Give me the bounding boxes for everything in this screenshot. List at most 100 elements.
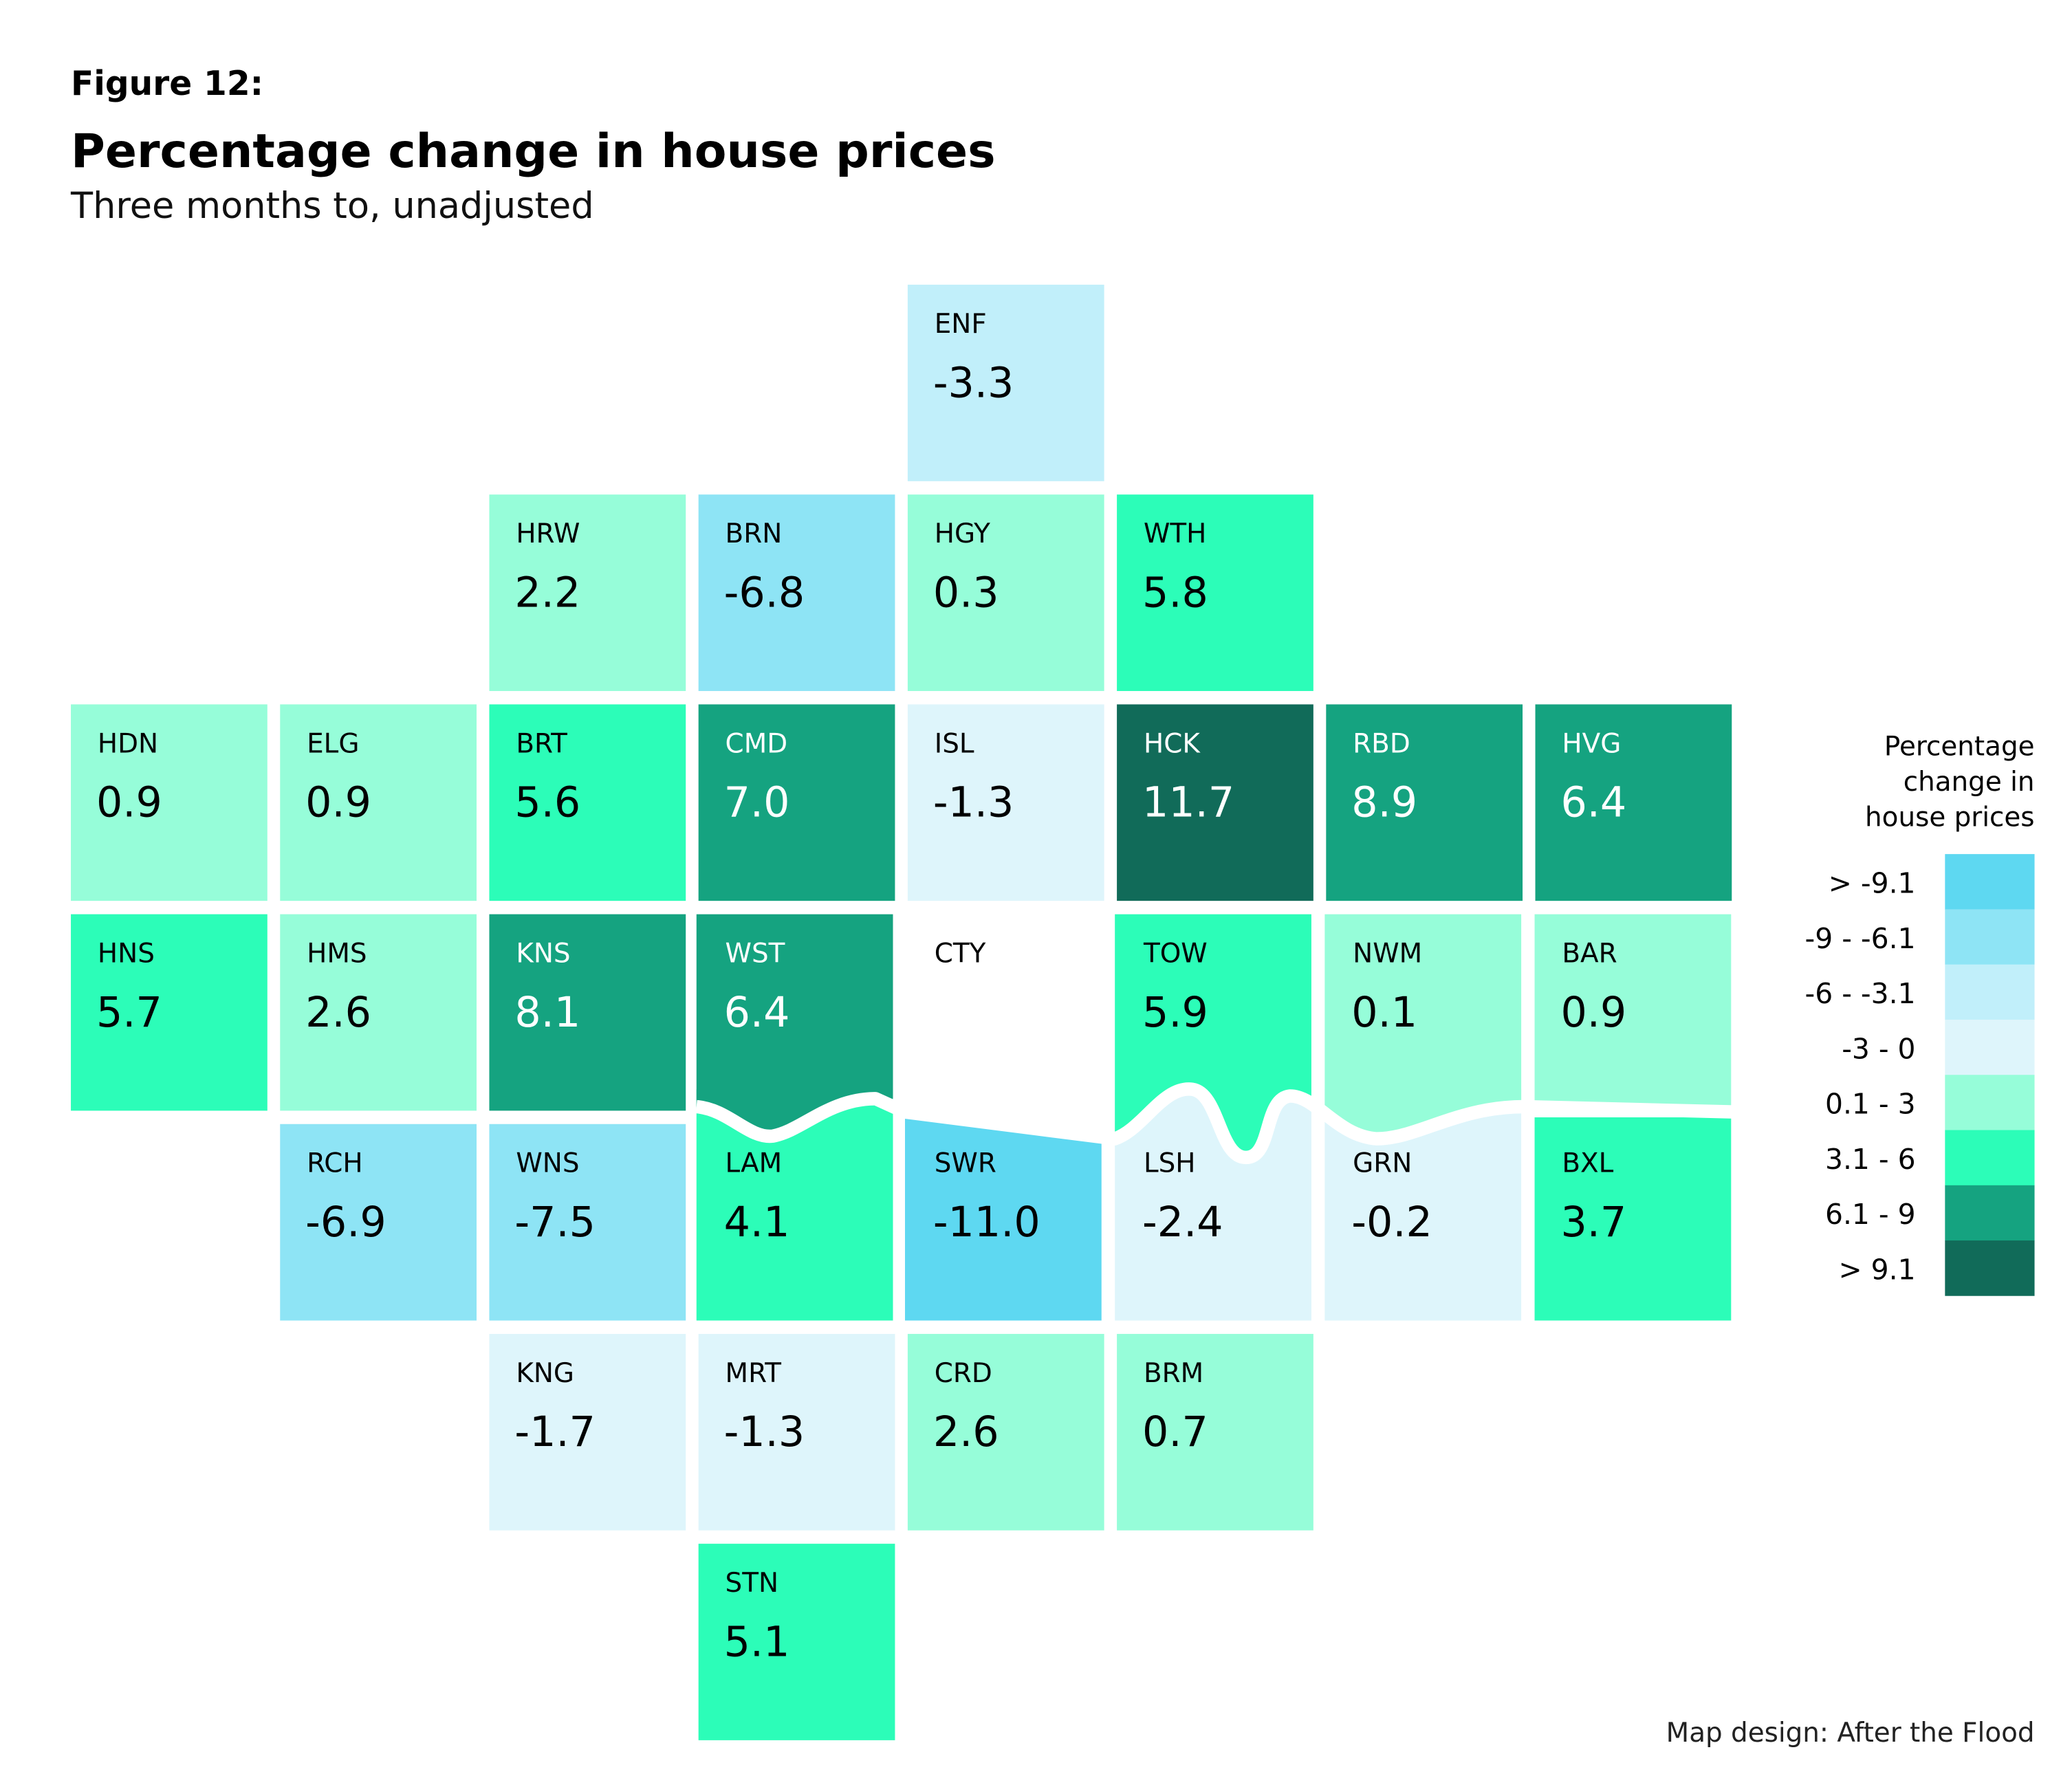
tile-code-lsh: LSH [1144,1148,1196,1179]
tile-code-brn: BRN [726,518,783,549]
river-line [695,1082,1738,1165]
tile-value-kng: -1.7 [514,1408,596,1456]
tile-value-bar: 0.9 [1560,989,1626,1037]
tile-code-elg: ELG [307,728,359,759]
tile-isl [907,704,1104,901]
tile-code-tow: TOW [1143,939,1208,970]
legend-label: 6.1 - 9 [1825,1198,1916,1231]
tile-enf [907,285,1104,481]
tile-wst [696,914,893,1137]
tile-value-hgy: 0.3 [933,569,999,617]
tile-code-rch: RCH [307,1148,362,1179]
legend-title-line: house prices [1865,802,2035,833]
tile-value-lsh: -2.4 [1142,1198,1223,1247]
tile-mrt [698,1333,895,1531]
tile-stn [698,1544,895,1740]
tile-wth [1117,494,1313,691]
tile-value-wst: 6.4 [724,989,790,1037]
tile-value-stn: 5.1 [724,1618,790,1666]
legend-label: -9 - -6.1 [1805,922,1916,955]
tile-code-nwm: NWM [1353,939,1422,970]
legend-label: 0.1 - 3 [1825,1088,1916,1121]
tile-code-cty: CTY [935,939,986,970]
tile-value-wth: 5.8 [1142,569,1208,617]
tile-kng [489,1333,686,1531]
tile-grn [1324,1089,1522,1321]
tile-code-hrw: HRW [516,518,580,549]
tile-code-hdn: HDN [98,728,158,759]
tile-bxl [1534,1117,1732,1321]
tile-code-hns: HNS [98,939,155,970]
tile-code-cmd: CMD [726,728,788,759]
tile-value-hns: 5.7 [96,989,162,1037]
legend-swatch [1945,964,2035,1020]
tile-code-wth: WTH [1144,518,1206,549]
tile-code-grn: GRN [1353,1148,1412,1179]
tile-bar [1534,914,1732,1111]
tile-swr [905,1112,1102,1321]
chart-title: Percentage change in house prices [71,124,996,179]
tile-code-brt: BRT [516,728,567,759]
tile-value-hrw: 2.2 [514,569,580,617]
tile-value-kns: 8.1 [514,989,580,1037]
tile-hvg [1535,704,1732,901]
tile-cty [907,914,1104,1111]
tile-hms [280,914,477,1111]
tile-code-hvg: HVG [1562,728,1621,759]
tile-cmd [698,704,895,901]
tile-labels-layer: ENF -3.3 HRW 2.2 BRN -6.8 HGY 0.3 WTH 5.8 HDN 0.9 EL… [96,309,1626,1666]
tile-value-tow: 5.9 [1142,989,1208,1037]
map-credit: Map design: After the Flood [1666,1718,2035,1749]
tile-code-wst: WST [726,939,785,970]
tile-code-hgy: HGY [935,518,990,549]
legend-label: -6 - -3.1 [1805,977,1916,1010]
legend-label: -3 - 0 [1842,1032,1915,1065]
tile-code-lam: LAM [726,1148,783,1179]
tile-value-brm: 0.7 [1142,1408,1208,1456]
tile-crd [907,1333,1104,1531]
tile-rbd [1326,704,1523,901]
tile-code-bxl: BXL [1562,1148,1613,1179]
tile-value-elg: 0.9 [305,779,371,827]
tile-nwm [1324,914,1522,1139]
tile-code-crd: CRD [935,1358,992,1389]
tile-code-hck: HCK [1144,728,1201,759]
tile-value-hvg: 6.4 [1560,779,1626,827]
tile-value-wns: -7.5 [514,1198,596,1247]
legend-swatch [1945,1240,2035,1296]
tile-code-kns: KNS [516,939,570,970]
tile-code-kng: KNG [516,1358,574,1389]
tile-hck [1117,704,1313,901]
tile-code-brm: BRM [1144,1358,1203,1389]
tile-elg [280,704,477,901]
legend-label: > -9.1 [1829,866,1916,899]
tile-value-brn: -6.8 [724,569,805,617]
tile-value-lam: 4.1 [724,1198,790,1247]
tile-value-enf: -3.3 [933,359,1014,407]
tile-code-swr: SWR [935,1148,996,1179]
tile-value-rch: -6.9 [305,1198,386,1247]
tile-code-enf: ENF [935,309,987,340]
tile-rch [280,1124,477,1321]
figure-label: Figure 12: [71,65,263,103]
tile-code-hms: HMS [307,939,367,970]
tile-wns [489,1124,686,1321]
tiles-layer [71,285,1732,1740]
tile-value-brt: 5.6 [514,779,580,827]
tile-value-hdn: 0.9 [96,779,162,827]
tile-value-isl: -1.3 [933,779,1014,827]
tile-hgy [907,494,1104,691]
tile-hns [71,914,268,1111]
tile-brm [1117,1333,1313,1531]
tile-value-hck: 11.7 [1142,779,1234,827]
legend-swatch [1945,854,2035,910]
tile-lam [696,1089,893,1321]
legend-swatch [1945,1019,2035,1075]
legend-swatch [1945,1075,2035,1130]
tile-hdn [71,704,268,901]
legend: Percentage change in house prices > -9.1 -9 … [1805,731,2035,1296]
tile-value-hms: 2.6 [305,989,371,1037]
tile-value-swr: -11.0 [933,1198,1040,1247]
chart-subtitle: Three months to, unadjusted [70,185,594,227]
